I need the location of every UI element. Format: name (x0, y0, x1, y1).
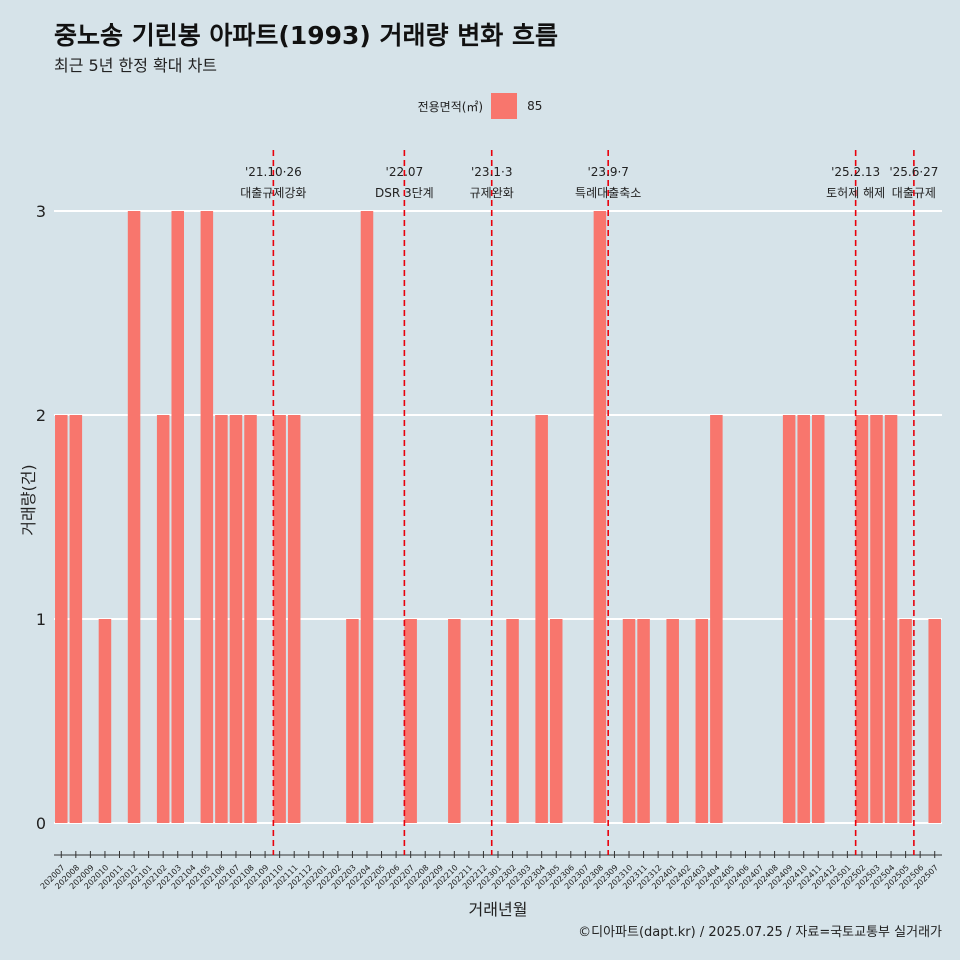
bar (273, 415, 286, 823)
bar (812, 415, 825, 823)
bar (622, 619, 636, 823)
event-date-label: '22.07 (386, 165, 424, 179)
bar (215, 415, 228, 823)
bar (171, 211, 184, 823)
bar (98, 619, 112, 823)
bar (69, 415, 83, 823)
bar (782, 415, 796, 823)
legend: 전용면적(㎡) 85 (0, 93, 960, 119)
y-tick-label: 0 (36, 814, 46, 833)
event-name-label: 규제완화 (470, 186, 514, 200)
bar (884, 415, 898, 823)
bar (287, 415, 301, 823)
bar (448, 619, 461, 823)
event-date-label: '23.1·3 (471, 165, 512, 179)
bar (797, 415, 810, 823)
bar (346, 619, 359, 823)
bar (666, 619, 679, 823)
bar (928, 619, 941, 823)
event-name-label: DSR 3단계 (375, 186, 434, 200)
event-date-label: '25.6·27 (889, 165, 938, 179)
bar (404, 619, 417, 823)
event-name-label: 토허제 해제 (826, 186, 885, 200)
bar (695, 619, 709, 823)
legend-swatch (491, 93, 518, 119)
event-date-label: '21.10·26 (245, 165, 302, 179)
event-name-label: 특례대출축소 (575, 186, 641, 200)
bar (870, 415, 883, 823)
bar (55, 415, 68, 823)
y-tick-label: 2 (36, 406, 46, 425)
bar (549, 619, 563, 823)
bar (156, 415, 170, 823)
x-axis-title: 거래년월 (469, 900, 528, 919)
bar (855, 415, 869, 823)
y-tick-label: 3 (36, 202, 46, 221)
event-date-label: '25.2.13 (831, 165, 880, 179)
event-name-label: 대출규제강화 (240, 186, 306, 200)
bar (360, 211, 374, 823)
y-tick-label: 1 (36, 610, 46, 629)
legend-title: 전용면적(㎡) (417, 99, 484, 114)
bar (127, 211, 141, 823)
bar (710, 415, 723, 823)
bar (244, 415, 257, 823)
bar (637, 619, 650, 823)
chart-subtitle: 최근 5년 한정 확대 차트 (54, 56, 218, 75)
bar (593, 211, 607, 823)
legend-item-label: 85 (527, 99, 543, 113)
bar (899, 619, 912, 823)
chart-title: 중노송 기린봉 아파트(1993) 거래량 변화 흐름 (54, 21, 558, 50)
source-caption: ©디아파트(dapt.kr) / 2025.07.25 / 자료=국토교통부 실… (578, 925, 942, 940)
bar (506, 619, 519, 823)
bar (229, 415, 243, 823)
event-name-label: 대출규제 (892, 186, 936, 200)
bar (200, 211, 214, 823)
event-date-label: '23.9·7 (587, 165, 628, 179)
y-axis-title: 거래량(건) (19, 464, 38, 535)
bar (535, 415, 548, 823)
